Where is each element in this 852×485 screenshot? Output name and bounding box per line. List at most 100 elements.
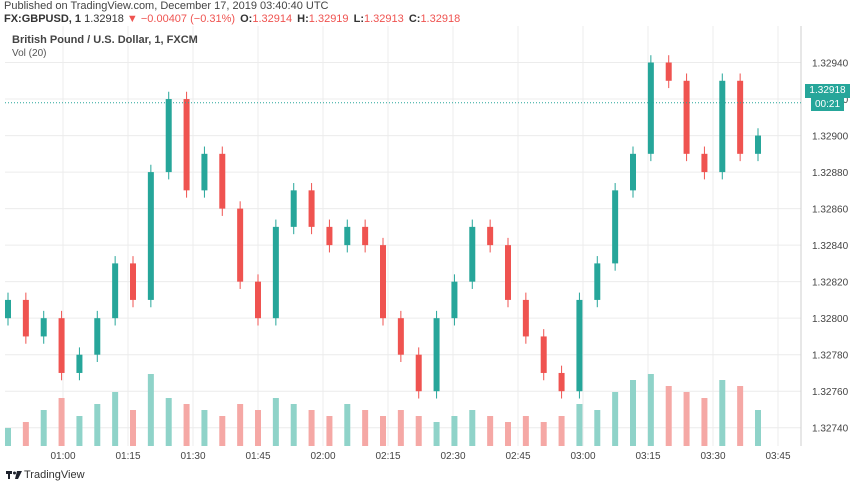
volume-bar <box>237 404 244 446</box>
x-tick-label: 02:00 <box>310 451 335 462</box>
y-tick-label: 1.32880 <box>812 168 849 179</box>
candle-body <box>237 208 244 282</box>
volume-bar <box>112 392 119 446</box>
volume-bar <box>255 410 261 446</box>
footer-brand: TradingView <box>24 469 85 481</box>
x-tick-label: 03:30 <box>700 451 725 462</box>
volume-bar <box>326 416 333 446</box>
candle-body <box>487 226 494 246</box>
last-price: 1.32918 <box>84 13 124 25</box>
x-tick-label: 02:45 <box>505 451 530 462</box>
candle-body <box>130 263 136 300</box>
close-value: 1.32918 <box>420 13 461 25</box>
volume-bar <box>665 386 672 446</box>
change-arrow-icon: ▼ <box>126 13 138 25</box>
candle-body <box>540 336 547 373</box>
volume-bar <box>576 404 583 446</box>
volume-bar <box>433 422 440 446</box>
low-value: 1.32913 <box>364 13 404 25</box>
volume-bar <box>183 404 190 446</box>
candle-body <box>40 318 47 337</box>
y-tick-label: 1.32820 <box>812 278 849 289</box>
candle-body <box>505 245 511 300</box>
volume-bar <box>308 410 315 446</box>
volume-bar <box>130 410 136 446</box>
candle-body <box>576 299 583 392</box>
x-tick-label: 01:15 <box>115 451 140 462</box>
volume-bar <box>5 428 11 446</box>
volume-bar <box>647 374 654 446</box>
volume-bar <box>272 398 279 446</box>
candle-body <box>308 190 315 227</box>
candle-body <box>594 263 601 300</box>
ohlc-header: FX:GBPUSD, 1 1.32918 ▼ −0.00407 (−0.31%)… <box>4 13 460 25</box>
candle-body <box>719 80 726 173</box>
open-value: 1.32914 <box>252 13 293 25</box>
y-tick-label: 1.32840 <box>812 241 849 252</box>
candle-body <box>433 318 440 392</box>
volume-bar <box>522 416 529 446</box>
high-label: H: <box>297 13 309 25</box>
x-tick-label: 03:15 <box>635 451 660 462</box>
volume-bar <box>147 374 154 446</box>
candle-body <box>112 263 119 319</box>
volume-bar <box>219 416 226 446</box>
y-tick-label: 1.32900 <box>812 132 849 143</box>
y-tick-label: 1.32740 <box>812 424 849 435</box>
candle-body <box>451 281 458 319</box>
volume-bar <box>719 380 726 446</box>
volume-bar <box>451 416 458 446</box>
candle-body <box>147 172 154 300</box>
candle-body <box>755 135 761 154</box>
candle-body <box>522 299 529 337</box>
candle-body <box>94 318 101 355</box>
symbol-label: FX:GBPUSD, 1 <box>4 13 82 25</box>
candle-body <box>415 354 422 392</box>
candle-body <box>647 62 654 154</box>
candle-body <box>272 226 279 319</box>
volume-bar <box>558 416 565 446</box>
volume-bar <box>683 392 690 446</box>
countdown-tag: 00:21 <box>811 98 844 111</box>
candle-body <box>58 318 65 373</box>
x-tick-label: 01:30 <box>180 451 205 462</box>
volume-bar <box>701 398 708 446</box>
y-tick-label: 1.32760 <box>812 387 849 398</box>
candle-body <box>380 245 386 319</box>
chart-title: British Pound / U.S. Dollar, 1, FXCM <box>12 34 198 46</box>
volume-bar <box>40 410 47 446</box>
candle-body <box>683 80 690 154</box>
y-tick-label: 1.32800 <box>812 314 849 325</box>
volume-bar <box>94 404 101 446</box>
x-tick-label: 01:00 <box>50 451 75 462</box>
volume-bar <box>612 392 619 446</box>
candle-body <box>665 62 672 81</box>
volume-bar <box>540 422 547 446</box>
candle-body <box>165 99 172 173</box>
candle-body <box>469 226 476 282</box>
volume-bar <box>397 410 404 446</box>
candle-body <box>558 372 565 392</box>
candle-body <box>630 153 636 191</box>
open-label: O: <box>240 13 253 25</box>
volume-bar <box>487 416 494 446</box>
volume-bar <box>58 398 65 446</box>
volume-bar <box>469 410 476 446</box>
volume-bar <box>22 422 29 446</box>
candle-body <box>326 226 333 246</box>
high-value: 1.32919 <box>308 13 349 25</box>
last-price-tag: 1.32918 <box>805 84 850 98</box>
volume-bar <box>76 416 83 446</box>
y-tick-label: 1.32780 <box>812 351 849 362</box>
candle-body <box>290 190 297 227</box>
volume-bar <box>165 398 172 446</box>
footer: TradingView <box>0 467 852 485</box>
y-tick-label: 1.32860 <box>812 205 849 216</box>
volume-bar <box>344 404 351 446</box>
volume-bar <box>755 410 761 446</box>
candle-body <box>183 99 190 191</box>
tradingview-logo-icon <box>6 471 22 479</box>
x-tick-label: 01:45 <box>245 451 270 462</box>
volume-bar <box>630 380 636 446</box>
